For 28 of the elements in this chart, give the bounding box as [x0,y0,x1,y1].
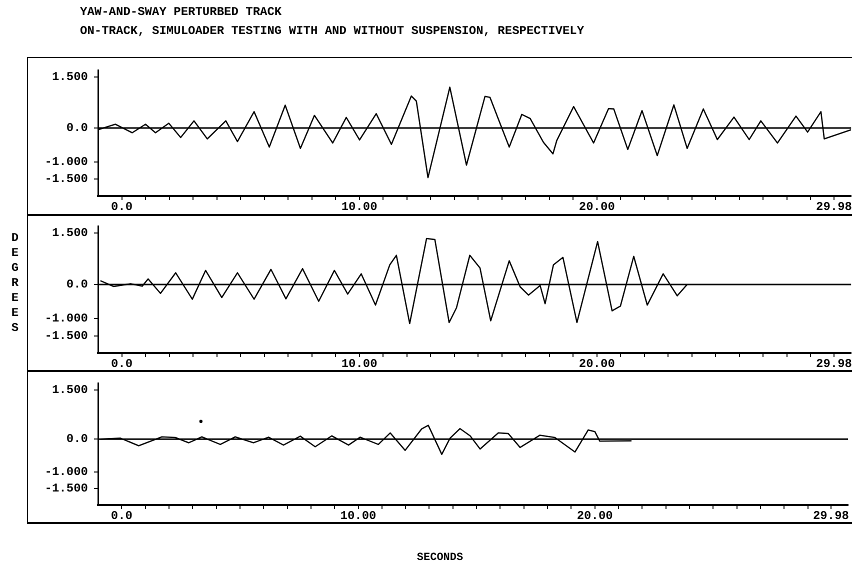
y-tick-label: -1.000 [44,312,88,326]
y-tick-label: 1.500 [52,70,88,84]
x-tick-label: 0.0 [110,200,133,214]
y-tick-label: -1.500 [44,482,88,496]
x-tick-label: 10.00 [341,200,378,214]
y-tick-label: -1.500 [44,328,88,343]
chart-title: YAW-AND-SWAY PERTURBED TRACK [80,5,282,19]
x-tick-label: 29.98 [816,357,852,372]
y-tick-label: -1.000 [44,465,88,480]
x-tick-label: 29.98 [816,200,852,214]
x-axis-title: SECONDS [416,552,464,564]
x-tick-label: 0.0 [110,357,133,372]
y-tick-label: -1.000 [44,155,88,170]
x-tick-label: 20.00 [576,509,613,524]
x-tick-label: 20.00 [578,357,615,372]
y-tick-label: 0.0 [66,277,88,292]
y-tick-label: 0.0 [66,121,88,136]
x-tick-label: 20.00 [578,200,615,214]
x-tick-label: 0.0 [110,509,132,524]
y-axis-title: DEGREES [8,231,22,336]
y-tick-label: -1.500 [44,172,88,186]
y-tick-label: 0.0 [66,432,88,446]
x-tick-label: 10.00 [341,357,378,372]
x-tick-label: 29.98 [812,509,849,524]
chart-subtitle: ON-TRACK, SIMULOADER TESTING WITH AND WITHOUT SUSPENSION, RESPECTIVELY [80,24,584,38]
y-tick-label: 1.500 [52,226,88,240]
x-tick-label: 10.00 [340,509,376,524]
y-tick-label: 1.500 [52,382,88,397]
